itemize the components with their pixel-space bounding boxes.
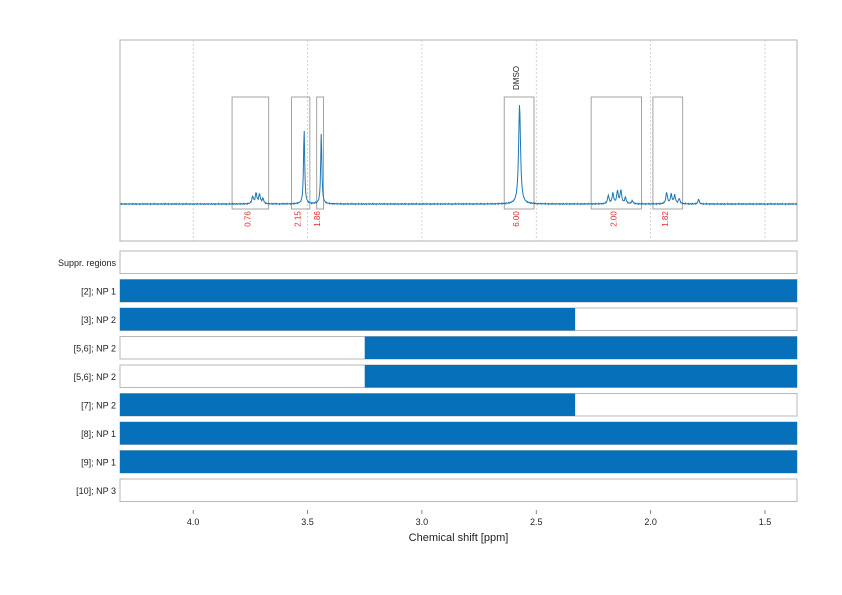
track-label: [9]; NP 1 — [81, 457, 116, 467]
integration-box — [590, 96, 642, 210]
assignment-track: [3]; NP 2 — [81, 307, 798, 331]
track-bar — [364, 336, 797, 359]
integration-box — [231, 96, 270, 210]
integral-label: 1.82 — [661, 211, 670, 227]
assignment-track: [7]; NP 2 — [81, 393, 798, 417]
x-tick-label: 3.0 — [416, 517, 429, 527]
x-tick-label: 1.5 — [759, 517, 772, 527]
integral-label: 1.86 — [313, 211, 322, 227]
integration-box — [316, 96, 325, 210]
integral-label: 2.15 — [294, 211, 303, 227]
assignment-track: [8]; NP 1 — [81, 421, 798, 445]
spectrum-frame — [119, 39, 798, 242]
track-label: Suppr. regions — [58, 258, 117, 268]
track-label: [2]; NP 1 — [81, 286, 116, 296]
x-tick-label: 4.0 — [187, 517, 200, 527]
track-label: [10]; NP 3 — [76, 486, 116, 496]
track-label: [5,6]; NP 2 — [74, 343, 116, 353]
x-tick-label: 2.0 — [644, 517, 657, 527]
assignment-track: [5,6]; NP 2 — [74, 364, 798, 388]
integral-label: 2.00 — [609, 211, 618, 227]
spectrum-line — [119, 105, 798, 206]
track-bar — [120, 393, 576, 416]
track-label: [7]; NP 2 — [81, 400, 116, 410]
track-bar — [364, 365, 797, 388]
x-tick-label: 2.5 — [530, 517, 543, 527]
integral-label: 6.00 — [512, 211, 521, 227]
assignment-track: [9]; NP 1 — [81, 450, 798, 474]
integration-box — [503, 96, 535, 210]
assignment-track: [10]; NP 3 — [76, 478, 798, 502]
assignment-track: [2]; NP 1 — [81, 279, 798, 303]
spectrum-panel: 0.76 2.15 1.86 6.00 DMSO 2.00 1.82 — [119, 39, 798, 242]
integral-label: 0.76 — [243, 211, 252, 227]
assignment-tracks-panel: Suppr. regions [2]; NP 1 [3]; NP 2 [5,6]; N… — [58, 250, 798, 502]
track-bar — [120, 422, 797, 445]
x-axis-title: Chemical shift [ppm] — [409, 532, 509, 544]
x-tick-label: 3.5 — [301, 517, 314, 527]
track-label: [8]; NP 1 — [81, 429, 116, 439]
track-label: [5,6]; NP 2 — [74, 372, 116, 382]
track-bar — [120, 308, 576, 331]
assignment-track: [5,6]; NP 2 — [74, 336, 798, 360]
track-label: [3]; NP 2 — [81, 315, 116, 325]
track-frame — [119, 250, 798, 274]
assignment-track: Suppr. regions — [58, 250, 798, 274]
track-bar — [120, 450, 797, 473]
track-bar — [120, 279, 797, 302]
x-axis: 4.0 3.5 3.0 2.5 2.0 1.5 — [187, 510, 771, 527]
peak-annotation: DMSO — [512, 66, 521, 90]
integration-box — [652, 96, 684, 210]
integration-box — [291, 96, 311, 210]
track-frame — [119, 478, 798, 502]
